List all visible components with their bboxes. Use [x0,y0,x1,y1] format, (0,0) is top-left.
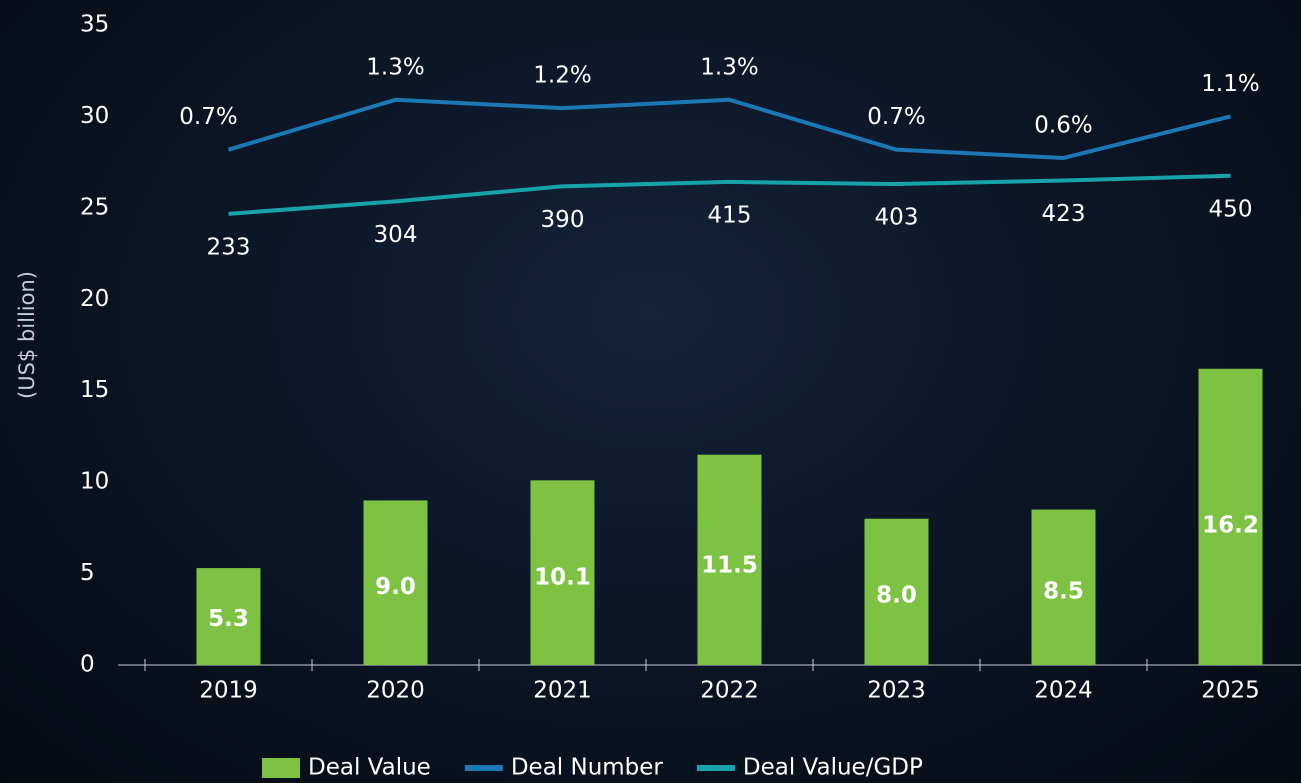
bar-value-label: 5.3 [208,606,249,632]
legend-swatch [464,765,503,771]
line-value-label: 1.2% [533,63,591,89]
line-value-label: 0.6% [1034,112,1092,138]
line [228,173,1231,216]
y-tick-label: 20 [80,286,109,312]
line-value-label: 450 [1209,196,1253,222]
legend-label: Deal Value [308,755,431,781]
bar-value-label: 8.0 [876,583,917,609]
bar-value-label: 9.0 [375,574,416,600]
line-value-label: 0.7% [179,104,237,130]
bar [196,568,261,665]
x-tick-label: 2021 [533,678,592,704]
bar [530,480,595,665]
y-tick-label: 15 [80,377,109,403]
x-tick-label: 2025 [1201,678,1260,704]
x-tick-label: 2022 [700,678,759,704]
bar [363,500,428,665]
y-tick-label: 5 [80,560,95,586]
line-value-label: 304 [374,222,418,248]
bar [1031,509,1096,665]
line-value-label: 0.7% [867,104,925,130]
bar-value-label: 10.1 [534,565,591,591]
bar [1198,368,1263,665]
line [227,97,1231,160]
bar [864,518,929,665]
y-tick-label: 0 [80,652,95,678]
line-value-label: 1.3% [700,54,758,80]
line-value-label: 1.3% [366,54,424,80]
line-value-label: 403 [875,205,919,231]
bar-value-label: 16.2 [1202,512,1259,538]
x-tick-label: 2023 [867,678,926,704]
legend-swatch [696,765,735,771]
y-tick-label: 30 [80,103,109,129]
y-tick-label: 10 [80,469,109,495]
x-tick-label: 2024 [1034,678,1093,704]
x-tick-label: 2020 [366,678,425,704]
line-value-label: 423 [1042,201,1086,227]
y-axis-label: (US$ billion) [15,271,39,399]
y-tick-label: 35 [80,12,109,38]
line-value-label: 390 [541,207,585,233]
bar-value-label: 11.5 [701,553,758,579]
y-tick-label: 25 [80,194,109,220]
line-value-label: 415 [708,202,752,228]
legend-label: Deal Number [511,755,664,781]
line-value-label: 233 [207,234,251,260]
bar [697,454,762,665]
bar-value-label: 8.5 [1043,578,1084,604]
legend-label: Deal Value/GDP [743,755,923,781]
x-tick-label: 2019 [199,678,258,704]
line-value-label: 1.1% [1201,71,1259,97]
legend-swatch [262,758,300,778]
